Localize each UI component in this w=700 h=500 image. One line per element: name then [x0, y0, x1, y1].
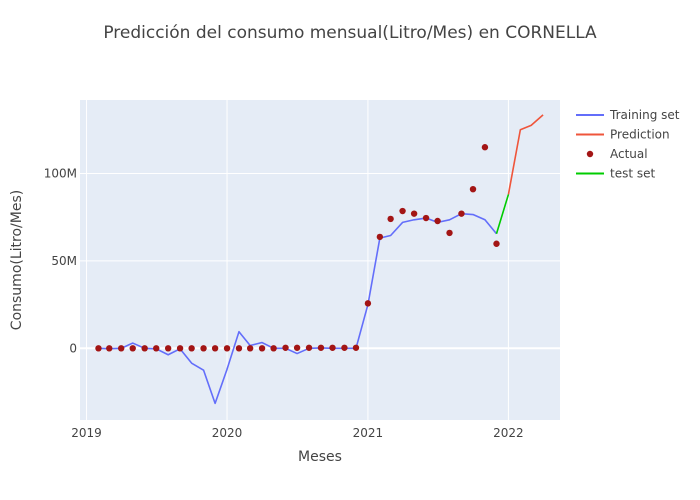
- data-point-actual: [117, 345, 125, 352]
- data-point-actual: [95, 345, 102, 352]
- series-line-training-set: [98, 212, 498, 405]
- data-point-actual: [176, 345, 184, 352]
- legend[interactable]: Training set Prediction Actual test set: [576, 108, 680, 181]
- y-tick-label: 100M: [44, 166, 77, 180]
- data-point-actual: [129, 345, 136, 352]
- data-point-actual: [200, 345, 207, 352]
- data-point-actual: [235, 345, 243, 352]
- legend-item[interactable]: test set: [576, 167, 655, 181]
- data-point-actual: [188, 345, 195, 352]
- legend-label: Training set: [609, 108, 680, 122]
- data-point-actual: [481, 144, 489, 151]
- data-point-actual: [317, 344, 325, 351]
- y-axis-title: Consumo(Litro/Mes): [9, 190, 25, 330]
- legend-label: Actual: [610, 147, 648, 161]
- data-point-actual: [376, 233, 384, 241]
- data-point-actual: [341, 344, 348, 351]
- data-point-actual: [493, 240, 500, 247]
- data-point-actual: [282, 344, 289, 351]
- data-point-actual: [364, 300, 372, 307]
- x-tick-label: 2020: [212, 426, 243, 440]
- data-point-actual: [446, 229, 453, 237]
- legend-label: test set: [610, 167, 655, 181]
- series-layer: [95, 114, 544, 405]
- data-point-actual: [141, 345, 148, 352]
- data-point-actual: [211, 345, 219, 352]
- legend-marker-swatch: [586, 150, 594, 158]
- data-point-actual: [293, 344, 301, 351]
- x-axis-ticks: 2019 2020 2021 2022: [71, 426, 523, 440]
- chart-title: Predicción del consumo mensual(Litro/Mes…: [103, 23, 597, 43]
- x-tick-label: 2021: [353, 426, 384, 440]
- grid-lines: [80, 100, 560, 420]
- data-point-actual: [329, 344, 336, 351]
- data-point-actual: [352, 344, 360, 351]
- data-point-actual: [223, 345, 231, 352]
- data-point-actual: [469, 185, 477, 193]
- data-point-actual: [434, 217, 441, 225]
- y-axis-ticks: 0 50M 100M: [44, 166, 77, 355]
- data-point-actual: [305, 344, 313, 351]
- y-tick-label: 50M: [51, 254, 77, 268]
- data-point-actual: [246, 345, 254, 352]
- legend-item[interactable]: Training set: [576, 108, 680, 122]
- data-point-actual: [399, 207, 406, 215]
- data-point-actual: [422, 214, 430, 222]
- data-point-actual: [106, 345, 113, 352]
- y-tick-label: 0: [69, 341, 77, 355]
- data-point-actual: [270, 345, 277, 352]
- legend-label: Prediction: [610, 128, 670, 142]
- plot-area: [80, 100, 560, 420]
- series-line-prediction: [507, 114, 544, 195]
- x-tick-label: 2022: [493, 426, 524, 440]
- data-point-actual: [258, 345, 266, 352]
- legend-item[interactable]: Actual: [586, 147, 648, 161]
- x-tick-label: 2019: [71, 426, 102, 440]
- data-point-actual: [153, 345, 160, 352]
- data-point-actual: [410, 210, 418, 217]
- series-line-test-set: [495, 194, 510, 235]
- legend-item[interactable]: Prediction: [576, 128, 670, 142]
- x-axis-title: Meses: [298, 449, 342, 465]
- data-point-actual: [164, 345, 172, 352]
- data-point-actual: [458, 210, 465, 217]
- data-point-actual: [387, 215, 394, 223]
